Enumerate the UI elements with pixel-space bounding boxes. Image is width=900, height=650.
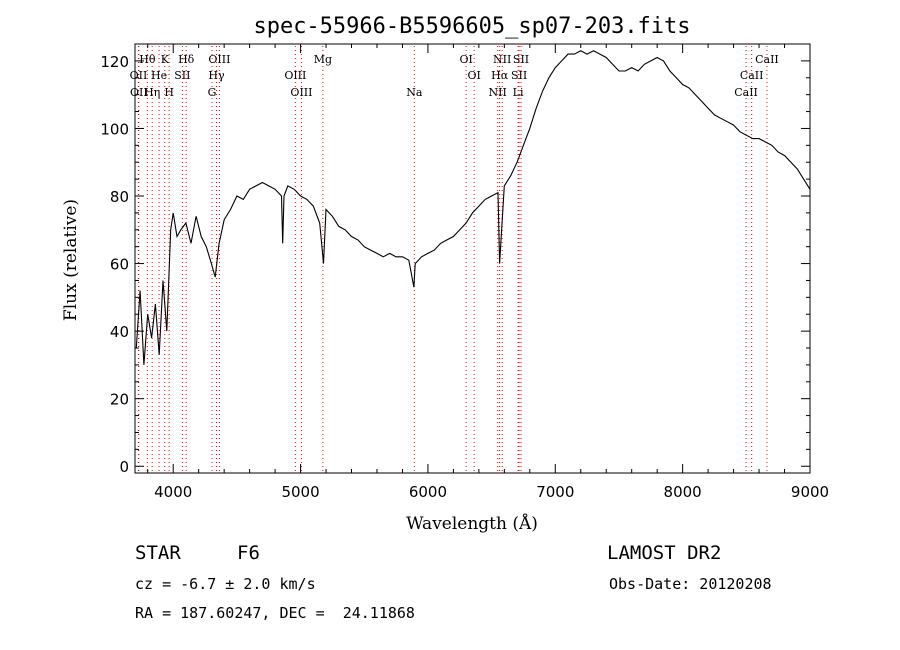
line-marker-label: Hγ	[208, 69, 225, 82]
line-marker-label: Hη	[144, 86, 160, 99]
x-axis: 4000 5000 6000 7000 8000 9000	[147, 44, 829, 501]
spectrum-chart: spec-55966-B5596605_sp07-203.fits Hθ K Hδ O…	[61, 14, 829, 534]
line-marker-label: CaII	[740, 69, 764, 82]
plot-frame	[134, 43, 811, 474]
x-tick-label: 6000	[409, 483, 447, 501]
x-tick-label: 4000	[154, 483, 192, 501]
line-marker-label: OI	[459, 53, 472, 66]
line-marker-label: K	[161, 53, 170, 66]
line-marker-label: Hθ	[139, 53, 156, 66]
line-marker-label: OII	[130, 69, 148, 82]
line-marker-label: G	[208, 86, 217, 99]
object-class: STAR	[135, 542, 181, 564]
coordinates: RA = 187.60247, DEC = 24.11868	[135, 604, 415, 622]
line-marker-label: OII	[130, 86, 148, 99]
object-subclass: F6	[237, 542, 260, 564]
y-tick-label: 120	[100, 53, 129, 71]
line-marker-label: SII	[174, 69, 190, 82]
line-marker-label: H	[164, 86, 174, 99]
spectrum-line	[135, 50, 811, 365]
y-tick-label: 40	[110, 323, 129, 341]
y-axis-label: Flux (relative)	[61, 199, 81, 321]
chart-title: spec-55966-B5596605_sp07-203.fits	[253, 14, 690, 39]
line-marker-label: OIII	[284, 69, 306, 82]
line-marker-label: OI	[467, 69, 480, 82]
line-marker-label: CaII	[755, 53, 779, 66]
line-marker-label: OIII	[208, 53, 230, 66]
line-marker-label: SII	[513, 53, 529, 66]
y-tick-label: 0	[119, 458, 129, 476]
y-tick-label: 20	[110, 391, 129, 409]
line-marker-label: Li	[513, 86, 524, 99]
x-tick-label: 9000	[791, 483, 829, 501]
redshift-cz: cz = -6.7 ± 2.0 km/s	[135, 575, 316, 593]
y-tick-label: 80	[110, 188, 129, 206]
spectral-line-markers	[137, 46, 768, 473]
x-axis-label: Wavelength (Å)	[406, 513, 538, 534]
line-marker-label: CaII	[734, 86, 758, 99]
line-marker-label: OIII	[290, 86, 312, 99]
y-tick-label: 100	[100, 120, 129, 138]
y-axis: 0 20 40 60 80 100 120	[100, 53, 810, 476]
x-tick-label: 8000	[664, 483, 702, 501]
line-marker-label: Hδ	[178, 53, 195, 66]
line-marker-label: Hα	[491, 69, 509, 82]
line-marker-label: He	[151, 69, 167, 82]
y-tick-label: 60	[110, 256, 129, 274]
x-tick-label: 7000	[536, 483, 574, 501]
line-marker-label: Mg	[314, 53, 332, 66]
x-tick-label: 5000	[281, 483, 319, 501]
line-marker-label: Na	[406, 86, 423, 99]
line-marker-label: NII	[489, 86, 507, 99]
line-marker-label: SII	[511, 69, 527, 82]
observation-date: Obs-Date: 20120208	[609, 575, 772, 593]
line-marker-label: NII	[493, 53, 511, 66]
survey-name: LAMOST DR2	[607, 542, 722, 564]
